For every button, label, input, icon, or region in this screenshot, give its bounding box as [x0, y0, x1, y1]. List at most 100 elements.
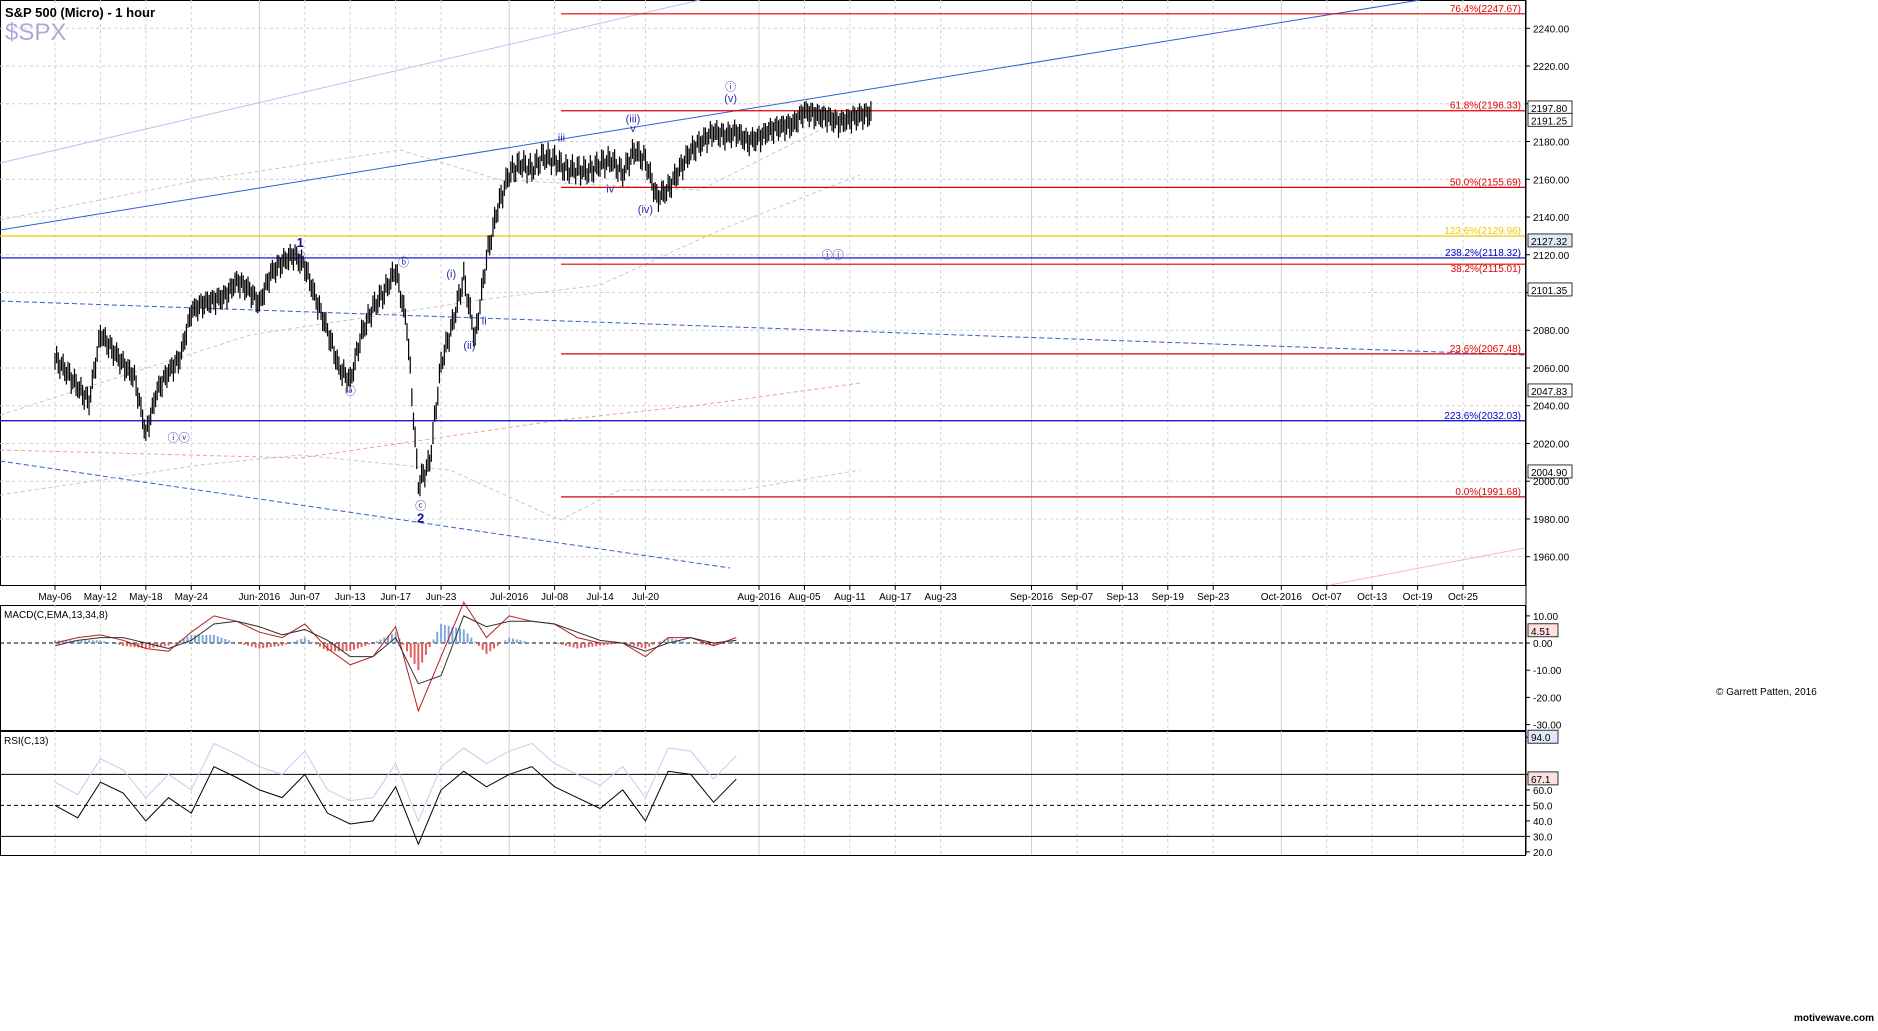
- trendline-upper-faint: [0, 0, 701, 164]
- rsi-tick-label: 50.0: [1533, 801, 1553, 812]
- rsi-tick-label: 60.0: [1533, 786, 1553, 797]
- watermark-text: motivewave.com: [1794, 1013, 1874, 1024]
- price-tick-label: 2060.00: [1533, 364, 1570, 375]
- trend-lines: [0, 0, 1526, 586]
- moving-average-gray: [0, 454, 861, 521]
- rsi-tick-label: 30.0: [1533, 832, 1553, 843]
- price-marker-label: 2101.35: [1531, 286, 1568, 297]
- rsi-band-line: [54, 742, 737, 823]
- rsi-value-box: [1527, 771, 1559, 786]
- date-tick-label: Jul-2016: [490, 592, 529, 603]
- rsi-value-label: 67.1: [1531, 775, 1551, 786]
- wave-label: v: [630, 123, 636, 135]
- price-marker-box: [1527, 112, 1573, 127]
- price-tick-label: 2080.00: [1533, 326, 1570, 337]
- macd-value-label: 4.51: [1531, 627, 1551, 638]
- wave-label: ii: [482, 316, 487, 328]
- date-tick-label: Oct-25: [1448, 592, 1478, 603]
- date-tick-label: Oct-2016: [1261, 592, 1303, 603]
- wave-label: iii: [558, 133, 565, 145]
- wave-label: ⓘⓥ: [168, 432, 190, 445]
- date-tick-label: Jul-08: [541, 592, 569, 603]
- trendline-upper: [0, 0, 1421, 231]
- date-tick-label: Jun-13: [335, 592, 366, 603]
- date-tick-label: Aug-2016: [737, 592, 781, 603]
- rsi-tick-label: 20.0: [1533, 848, 1553, 859]
- chart-title: S&P 500 (Micro) - 1 hour: [5, 5, 155, 20]
- price-tick-label: 2020.00: [1533, 439, 1570, 450]
- wave-label: iv: [606, 183, 614, 195]
- envelope-upper: [0, 109, 861, 221]
- price-marker-box: [1527, 233, 1573, 248]
- macd-tick-label: 10.00: [1533, 612, 1558, 623]
- macd-tick-label: 0.00: [1533, 639, 1553, 650]
- date-tick-label: Aug-17: [879, 592, 912, 603]
- price-marker-box: [1527, 383, 1573, 398]
- price-tick-label: 2000.00: [1533, 477, 1570, 488]
- macd-tick-label: -20.00: [1533, 693, 1562, 704]
- symbol-watermark: $SPX: [5, 19, 66, 46]
- trendline-faint-red: [1329, 547, 1526, 586]
- wave-label: (iii): [626, 114, 641, 126]
- price-marker-label: 2047.83: [1531, 387, 1568, 398]
- date-tick-label: Sep-23: [1197, 592, 1230, 603]
- date-tick-label: Aug-11: [834, 592, 866, 603]
- wave-label: ⓘⓘ: [822, 249, 844, 262]
- wave-label: 2: [417, 511, 424, 526]
- date-tick-label: Sep-2016: [1010, 592, 1054, 603]
- date-tick-label: Jul-14: [586, 592, 614, 603]
- date-tick-label: May-12: [84, 592, 118, 603]
- wave-label: (i): [446, 268, 456, 280]
- price-marker-box: [1527, 464, 1573, 479]
- wave-label: (iv): [638, 204, 653, 216]
- price-marker-label: 2197.80: [1531, 104, 1568, 115]
- price-tick-label: 2220.00: [1533, 62, 1570, 73]
- wave-label: (v): [724, 93, 737, 105]
- fib-label: 50.0%(2155.69): [1450, 177, 1521, 188]
- price-marker-label: 2191.25: [1531, 116, 1568, 127]
- grid-lines: [0, 0, 1525, 855]
- date-tick-label: May-24: [175, 592, 209, 603]
- fib-label: 238.2%(2118.32): [1445, 248, 1521, 259]
- moving-average-gray-2: [0, 174, 861, 416]
- trendline-lower: [0, 460, 731, 569]
- price-tick-label: 2140.00: [1533, 213, 1570, 224]
- rsi-panel: RSI(C,13)94.070.060.050.040.030.020.094.…: [0, 729, 1559, 859]
- fib-label: 223.6%(2032.03): [1444, 411, 1521, 422]
- date-tick-label: Aug-05: [788, 592, 821, 603]
- fib-label: 61.8%(2196.33): [1450, 101, 1521, 112]
- date-tick-label: Sep-13: [1106, 592, 1139, 603]
- rsi-value-box: [1527, 729, 1559, 744]
- date-tick-label: Sep-19: [1152, 592, 1185, 603]
- wave-label: ⓘ: [725, 81, 736, 94]
- date-tick-label: Oct-07: [1312, 592, 1342, 603]
- moving-average-red: [0, 382, 861, 459]
- date-tick-label: Jun-23: [426, 592, 457, 603]
- wave-label: (ii): [463, 340, 475, 352]
- price-bars: [54, 100, 872, 497]
- macd-signal-line: [54, 615, 737, 685]
- wave-labels: 1ⓥ ⓘ(v) (iii)v iii iv (iv) ⓑ (i) ii (ii) ⓐ ⓘⓥ ⓒ2 ⓘⓘ: [168, 81, 844, 526]
- panel-frames: [0, 0, 1527, 856]
- macd-panel: MACD(C,EMA,13,34,8) 10.00 0.00 -10.00 -20.00…: [0, 601, 1562, 732]
- macd-value-box: [1527, 623, 1559, 638]
- price-marker-label: 2127.32: [1531, 237, 1568, 248]
- wave-label: ⓥ: [295, 250, 306, 263]
- price-tick-label: 1980.00: [1533, 515, 1570, 526]
- date-tick-label: May-18: [129, 592, 163, 603]
- date-tick-label: Jun-2016: [239, 592, 281, 603]
- date-tick-label: Oct-13: [1357, 592, 1387, 603]
- date-tick-label: Aug-23: [925, 592, 958, 603]
- fib-label: 123.6%(2129.96): [1444, 226, 1521, 237]
- date-tick-label: Jun-17: [380, 592, 411, 603]
- wave-label: 1: [297, 235, 304, 250]
- macd-tick-label: -30.00: [1533, 721, 1562, 732]
- copyright-text: © Garrett Patten, 2016: [1716, 687, 1817, 698]
- date-axis: May-06 May-12 May-18 May-24 Jun-2016 Jun-07 Ju…: [38, 585, 1478, 603]
- wave-label: ⓒ: [415, 500, 426, 513]
- price-tick-label: 2240.00: [1533, 24, 1570, 35]
- date-tick-label: Jun-07: [290, 592, 321, 603]
- rsi-title: RSI(C,13): [4, 736, 48, 747]
